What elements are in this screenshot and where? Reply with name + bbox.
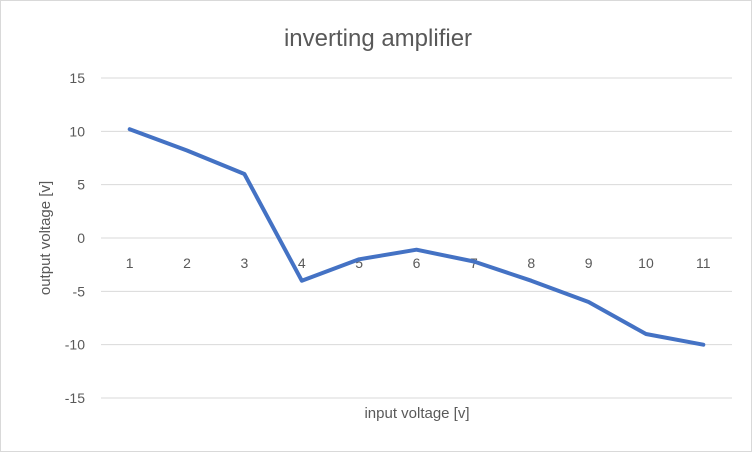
gridlines <box>101 77 732 399</box>
y-tick-label: -15 <box>65 390 85 406</box>
chart-title: inverting amplifier <box>284 25 472 52</box>
x-tick-label: 3 <box>241 255 249 271</box>
x-tick-label: 4 <box>298 255 306 271</box>
y-tick-label: 5 <box>77 177 85 193</box>
x-tick-label: 9 <box>585 255 593 271</box>
y-axis-title: output voltage [v] <box>37 181 54 295</box>
y-tick-label: 15 <box>69 70 85 86</box>
x-axis-title: input voltage [v] <box>364 405 469 422</box>
x-tick-label: 5 <box>355 255 363 271</box>
y-tick-label: 0 <box>77 230 85 246</box>
x-tick-label: 11 <box>696 255 711 271</box>
x-tick-label: 10 <box>638 255 654 271</box>
x-axis-tick-labels: 1 2 3 4 5 6 7 8 9 10 11 <box>126 255 711 271</box>
x-tick-label: 6 <box>413 255 421 271</box>
series-line <box>127 127 706 347</box>
y-tick-label: -10 <box>65 337 85 353</box>
x-tick-label: 2 <box>183 255 191 271</box>
y-tick-label: 10 <box>69 123 85 139</box>
x-tick-label: 1 <box>126 255 134 271</box>
x-tick-label: 8 <box>527 255 535 271</box>
y-tick-label: -5 <box>73 283 86 299</box>
y-axis-tick-labels: 15 10 5 0 -5 -10 -15 <box>65 70 85 406</box>
